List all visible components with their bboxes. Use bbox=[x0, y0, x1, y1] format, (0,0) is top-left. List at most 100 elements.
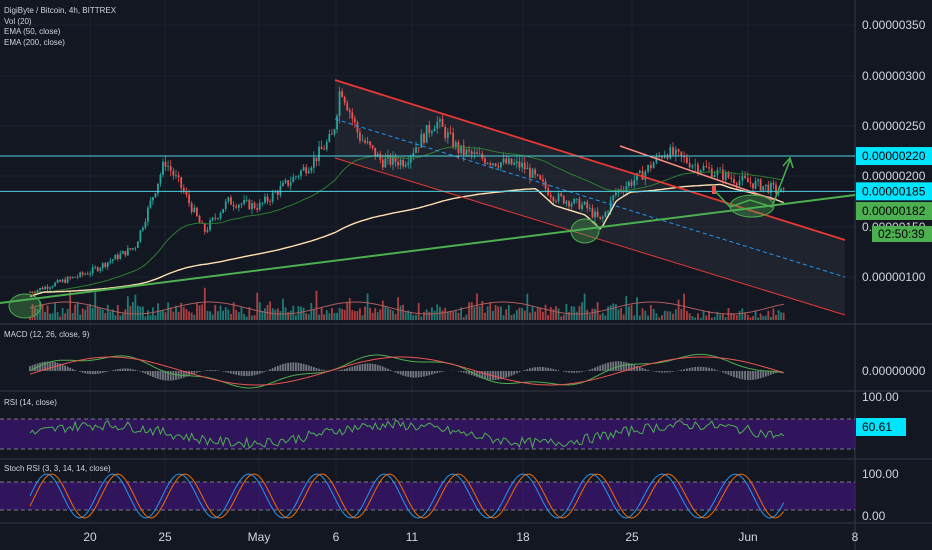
macd-histogram-bar bbox=[310, 366, 313, 371]
volume-bar bbox=[351, 309, 354, 320]
candle-body bbox=[328, 133, 331, 142]
macd-histogram-bar bbox=[575, 371, 578, 373]
volume-bar bbox=[66, 309, 69, 320]
volume-bar bbox=[209, 311, 211, 320]
macd-histogram-bar bbox=[126, 368, 129, 371]
candle-body bbox=[305, 167, 308, 174]
macd-histogram-bar bbox=[232, 371, 235, 375]
candle-body bbox=[565, 201, 568, 204]
candle-body bbox=[71, 276, 74, 279]
candle-body bbox=[266, 196, 269, 202]
candle-body bbox=[230, 197, 232, 205]
macd-histogram-bar bbox=[478, 371, 481, 378]
chart-legend: DigiByte / Bitcoin, 4h, BITTREX Vol (20)… bbox=[4, 6, 116, 48]
candle-body bbox=[674, 149, 677, 155]
rsi-label[interactable]: RSI (14, close) bbox=[4, 398, 57, 407]
macd-histogram-bar bbox=[131, 369, 134, 371]
candle-body bbox=[655, 156, 658, 163]
macd-histogram-bar bbox=[111, 370, 114, 371]
candle-body bbox=[749, 182, 752, 184]
volume-bar bbox=[526, 293, 529, 320]
macd-histogram-bar bbox=[722, 371, 724, 373]
volume-bar bbox=[476, 293, 478, 320]
macd-histogram-bar bbox=[622, 361, 625, 371]
candle-body bbox=[722, 169, 724, 180]
macd-histogram-bar bbox=[276, 365, 279, 371]
volume-bar bbox=[404, 312, 407, 320]
macd-histogram-bar bbox=[147, 371, 149, 375]
candle-body bbox=[320, 146, 323, 150]
macd-histogram-bar bbox=[769, 371, 772, 375]
volume-bar bbox=[446, 311, 449, 320]
candle-body bbox=[240, 203, 243, 205]
candle-body bbox=[746, 177, 749, 183]
candle-body bbox=[713, 175, 716, 177]
macd-histogram-bar bbox=[568, 371, 570, 373]
macd-histogram-bar bbox=[114, 369, 117, 371]
macd-histogram-bar bbox=[99, 371, 102, 374]
time-tick-label: 25 bbox=[158, 530, 172, 544]
volume-bar bbox=[86, 305, 89, 320]
stoch-rsi-label[interactable]: Stoch RSI (3, 3, 14, 14, close) bbox=[4, 464, 111, 473]
macd-histogram-bar bbox=[433, 371, 436, 374]
volume-bar bbox=[510, 315, 513, 320]
volume-bar bbox=[436, 304, 439, 320]
macd-histogram-bar bbox=[404, 371, 407, 377]
volume-bar bbox=[630, 305, 633, 320]
macd-histogram-bar bbox=[162, 371, 164, 381]
candle-body bbox=[523, 162, 526, 170]
candle-body bbox=[109, 260, 112, 263]
candle-body bbox=[473, 152, 476, 155]
macd-histogram-bar bbox=[167, 371, 170, 381]
candle-body bbox=[144, 221, 147, 228]
volume-bar bbox=[578, 306, 581, 320]
volume-bar bbox=[119, 315, 122, 320]
volume-legend[interactable]: Vol (20) bbox=[4, 16, 32, 26]
volume-bar bbox=[230, 314, 232, 320]
macd-histogram-bar bbox=[544, 367, 547, 371]
price-tick-label: 0.00000100 bbox=[862, 270, 926, 284]
macd-histogram-bar bbox=[59, 363, 62, 371]
macd-histogram-bar bbox=[134, 369, 137, 371]
volume-bar bbox=[51, 313, 54, 320]
stoch-k-line bbox=[29, 473, 785, 519]
volume-bars bbox=[29, 287, 785, 320]
macd-histogram-bar bbox=[104, 371, 107, 373]
volume-bar bbox=[518, 307, 521, 320]
macd-histogram-bar bbox=[264, 371, 266, 372]
candle-body bbox=[560, 193, 563, 196]
macd-histogram-bar bbox=[672, 371, 674, 372]
macd-histogram-bar bbox=[307, 365, 310, 371]
ema50-legend[interactable]: EMA (50, close) bbox=[4, 27, 61, 36]
candle-body bbox=[638, 170, 641, 174]
candle-body bbox=[425, 125, 428, 143]
volume-bar bbox=[245, 316, 248, 320]
volume-bar bbox=[279, 311, 282, 320]
volume-bar bbox=[79, 314, 82, 320]
candle-body bbox=[131, 248, 134, 250]
macd-histogram-bar bbox=[256, 371, 259, 375]
candle-body bbox=[708, 167, 710, 169]
macd-histogram-bar bbox=[757, 371, 759, 379]
macd-histogram-bar bbox=[157, 371, 159, 379]
candle-body bbox=[415, 147, 417, 153]
candle-body bbox=[399, 159, 402, 166]
macd-histogram-bar bbox=[428, 371, 431, 376]
macd-label[interactable]: MACD (12, 26, close, 9) bbox=[4, 330, 90, 339]
candle-body bbox=[436, 121, 439, 129]
volume-bar bbox=[722, 313, 724, 320]
symbol-title[interactable]: DigiByte / Bitcoin, 4h, BITTREX bbox=[4, 6, 117, 15]
candle-body bbox=[274, 191, 277, 193]
volume-bar bbox=[331, 308, 333, 320]
macd-histogram-bar bbox=[366, 363, 369, 371]
macd-histogram-bar bbox=[230, 371, 232, 374]
macd-histogram-bar bbox=[752, 371, 754, 380]
macd-histogram-bar bbox=[196, 371, 198, 373]
candlestick-series bbox=[29, 86, 785, 295]
volume-bar bbox=[724, 317, 727, 320]
candle-body bbox=[39, 287, 41, 291]
candle-body bbox=[256, 208, 259, 210]
ema200-legend[interactable]: EMA (200, close) bbox=[4, 37, 65, 47]
candle-body bbox=[356, 122, 359, 133]
